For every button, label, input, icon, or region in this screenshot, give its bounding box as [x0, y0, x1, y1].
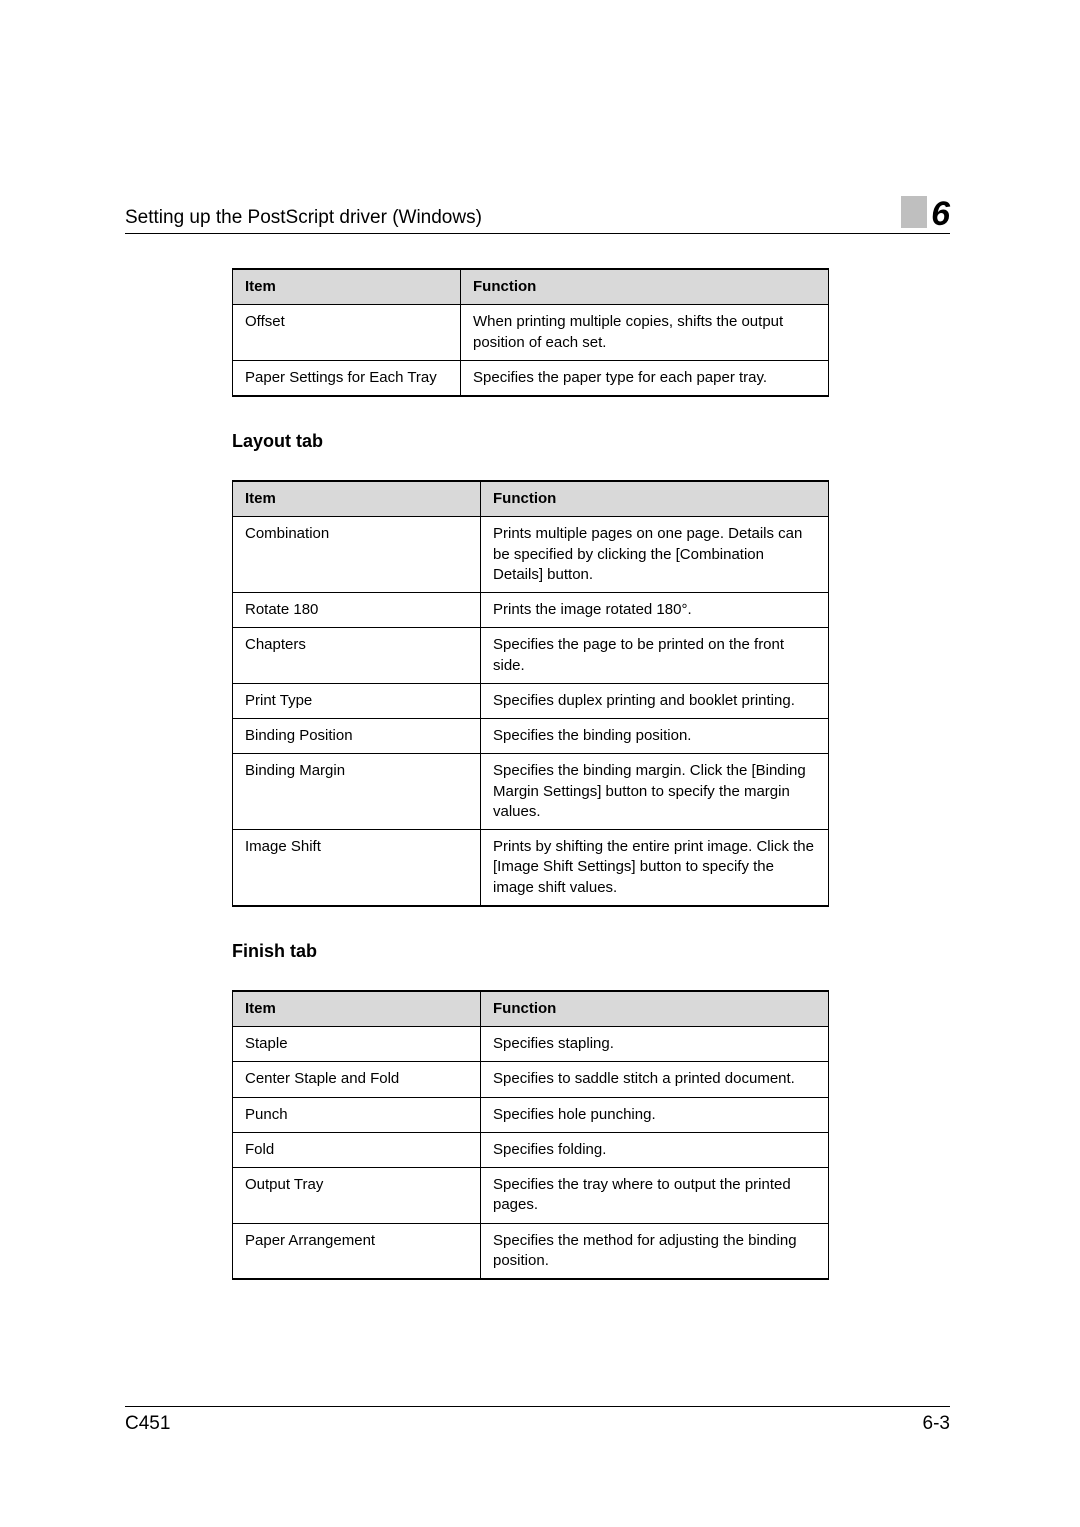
col-item: Item	[233, 991, 481, 1027]
cell-item: Staple	[233, 1027, 481, 1062]
cell-item: Image Shift	[233, 830, 481, 906]
cell-function: Specifies the method for adjusting the b…	[481, 1223, 829, 1279]
chapter-badge: 6	[901, 195, 950, 229]
cell-function: Specifies folding.	[481, 1132, 829, 1167]
cell-item: Binding Margin	[233, 754, 481, 830]
col-item: Item	[233, 269, 461, 305]
table-row: Center Staple and FoldSpecifies to saddl…	[233, 1062, 829, 1097]
table-row: Offset When printing multiple copies, sh…	[233, 305, 829, 361]
cell-function: Specifies the binding margin. Click the …	[481, 754, 829, 830]
cell-item: Paper Settings for Each Tray	[233, 360, 461, 396]
table-header-row: Item Function	[233, 269, 829, 305]
cell-function: Prints multiple pages on one page. Detai…	[481, 517, 829, 593]
table-row: Paper ArrangementSpecifies the method fo…	[233, 1223, 829, 1279]
table-finish: Item Function StapleSpecifies stapling. …	[232, 990, 829, 1280]
cell-item: Print Type	[233, 683, 481, 718]
table-layout: Item Function CombinationPrints multiple…	[232, 480, 829, 907]
cell-function: Prints the image rotated 180°.	[481, 593, 829, 628]
heading-layout-tab: Layout tab	[232, 431, 950, 452]
table-header-row: Item Function	[233, 991, 829, 1027]
table-row: Rotate 180Prints the image rotated 180°.	[233, 593, 829, 628]
col-function: Function	[461, 269, 829, 305]
table-row: Binding MarginSpecifies the binding marg…	[233, 754, 829, 830]
table-row: Print TypeSpecifies duplex printing and …	[233, 683, 829, 718]
cell-function: Specifies the binding position.	[481, 719, 829, 754]
table-row: CombinationPrints multiple pages on one …	[233, 517, 829, 593]
table-row: PunchSpecifies hole punching.	[233, 1097, 829, 1132]
cell-function: Specifies duplex printing and booklet pr…	[481, 683, 829, 718]
table-section-finish: Item Function StapleSpecifies stapling. …	[232, 990, 829, 1280]
table-row: Image ShiftPrints by shifting the entire…	[233, 830, 829, 906]
page-footer: C451 6-3	[125, 1406, 950, 1435]
heading-finish-tab: Finish tab	[232, 941, 950, 962]
cell-function: Specifies stapling.	[481, 1027, 829, 1062]
table-row: StapleSpecifies stapling.	[233, 1027, 829, 1062]
col-function: Function	[481, 481, 829, 517]
cell-item: Binding Position	[233, 719, 481, 754]
table-row: Output TraySpecifies the tray where to o…	[233, 1168, 829, 1224]
footer-left: C451	[125, 1413, 170, 1435]
cell-item: Punch	[233, 1097, 481, 1132]
table-header-row: Item Function	[233, 481, 829, 517]
cell-item: Output Tray	[233, 1168, 481, 1224]
footer-right: 6-3	[923, 1413, 950, 1435]
table-row: ChaptersSpecifies the page to be printed…	[233, 628, 829, 684]
table-row: Binding PositionSpecifies the binding po…	[233, 719, 829, 754]
cell-item: Chapters	[233, 628, 481, 684]
cell-function: Specifies the tray where to output the p…	[481, 1168, 829, 1224]
cell-item: Combination	[233, 517, 481, 593]
cell-function: When printing multiple copies, shifts th…	[461, 305, 829, 361]
page-header: Setting up the PostScript driver (Window…	[125, 195, 950, 234]
cell-item: Fold	[233, 1132, 481, 1167]
cell-function: Prints by shifting the entire print imag…	[481, 830, 829, 906]
col-function: Function	[481, 991, 829, 1027]
cell-function: Specifies to saddle stitch a printed doc…	[481, 1062, 829, 1097]
table-row: Paper Settings for Each Tray Specifies t…	[233, 360, 829, 396]
cell-function: Specifies hole punching.	[481, 1097, 829, 1132]
cell-item: Rotate 180	[233, 593, 481, 628]
cell-function: Specifies the paper type for each paper …	[461, 360, 829, 396]
col-item: Item	[233, 481, 481, 517]
table-row: FoldSpecifies folding.	[233, 1132, 829, 1167]
cell-function: Specifies the page to be printed on the …	[481, 628, 829, 684]
header-title: Setting up the PostScript driver (Window…	[125, 207, 482, 229]
table-section-basic: Item Function Offset When printing multi…	[232, 268, 829, 397]
cell-item: Offset	[233, 305, 461, 361]
chapter-number: 6	[931, 197, 950, 231]
chapter-accent	[901, 196, 927, 228]
cell-item: Center Staple and Fold	[233, 1062, 481, 1097]
table-basic: Item Function Offset When printing multi…	[232, 268, 829, 397]
table-section-layout: Item Function CombinationPrints multiple…	[232, 480, 829, 907]
page: Setting up the PostScript driver (Window…	[0, 0, 1080, 1527]
cell-item: Paper Arrangement	[233, 1223, 481, 1279]
